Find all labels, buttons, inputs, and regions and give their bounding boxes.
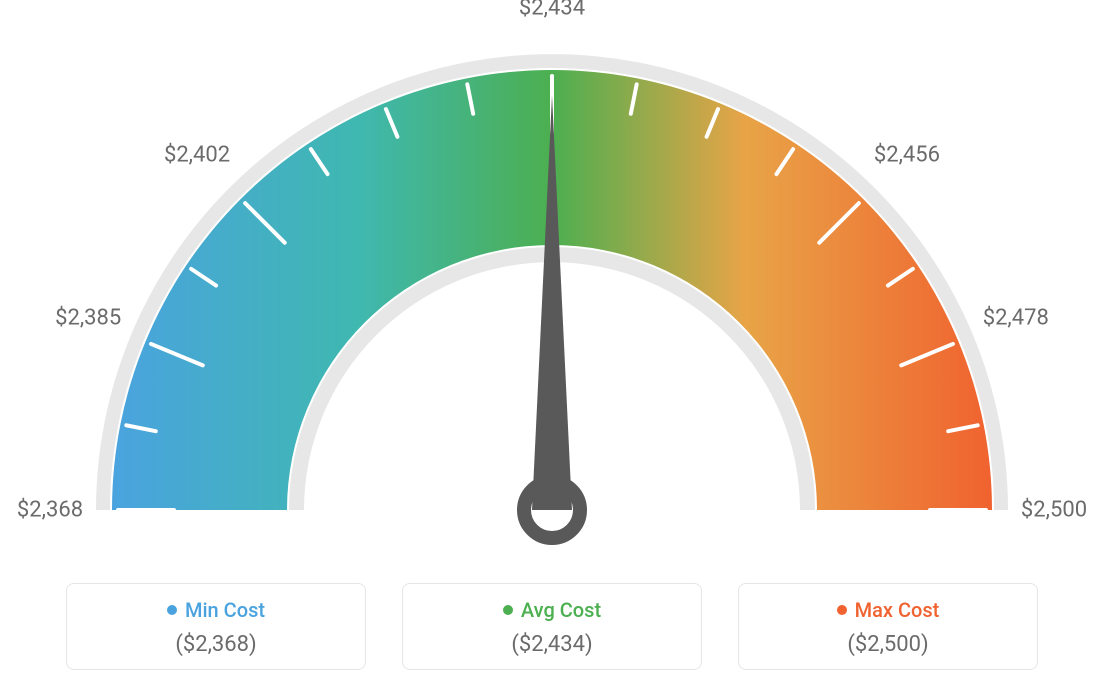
legend-value-avg: ($2,434)	[413, 632, 691, 657]
legend-title-row: Max Cost	[749, 598, 1027, 622]
legend-card-avg: Avg Cost ($2,434)	[402, 583, 702, 670]
legend-title-avg: Avg Cost	[521, 598, 601, 622]
gauge-area: $2,368 $2,385 $2,402 $2,434 $2,456 $2,478 $2,5…	[0, 0, 1104, 560]
gauge-tick-label: $2,402	[164, 143, 230, 168]
dot-icon	[503, 605, 513, 615]
gauge-svg	[0, 0, 1104, 560]
gauge-tick-label: $2,368	[17, 498, 83, 523]
gauge-tick-label: $2,500	[1021, 498, 1087, 523]
legend-card-max: Max Cost ($2,500)	[738, 583, 1038, 670]
gauge-chart: $2,368 $2,385 $2,402 $2,434 $2,456 $2,478 $2,5…	[0, 0, 1104, 690]
legend-title-row: Avg Cost	[413, 598, 691, 622]
legend-row: Min Cost ($2,368) Avg Cost ($2,434) Max …	[0, 583, 1104, 670]
legend-value-max: ($2,500)	[749, 632, 1027, 657]
dot-icon	[837, 605, 847, 615]
gauge-tick-label: $2,385	[55, 305, 121, 330]
legend-value-min: ($2,368)	[77, 632, 355, 657]
dot-icon	[167, 605, 177, 615]
gauge-tick-label: $2,456	[874, 143, 940, 168]
legend-title-min: Min Cost	[185, 598, 265, 622]
legend-title-max: Max Cost	[855, 598, 940, 622]
legend-card-min: Min Cost ($2,368)	[66, 583, 366, 670]
gauge-tick-label: $2,478	[983, 305, 1049, 330]
legend-title-row: Min Cost	[77, 598, 355, 622]
gauge-tick-label: $2,434	[519, 0, 585, 21]
